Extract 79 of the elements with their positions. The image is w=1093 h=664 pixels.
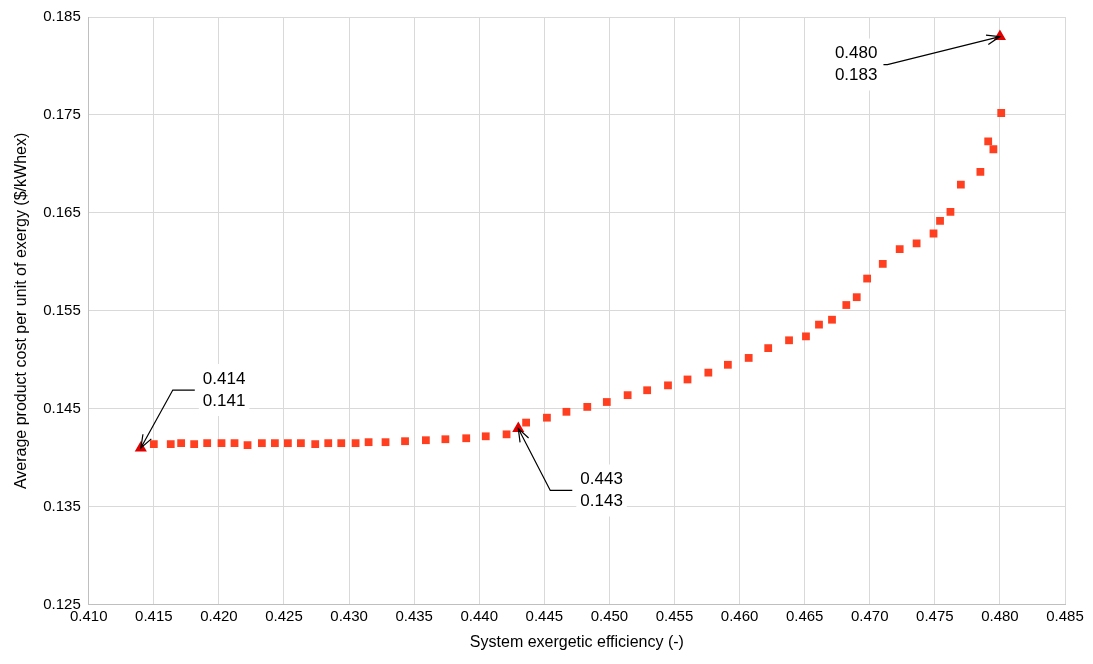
x-tick-label: 0.480 [981,606,1019,624]
point [381,438,390,447]
point [441,435,450,444]
point [583,403,592,411]
annotation: 0.414 0.141 [202,368,246,410]
point [177,439,186,448]
x-tick-label: 0.445 [525,606,564,624]
point [956,180,965,189]
x-tick-label: 0.420 [200,606,238,624]
point [351,439,360,448]
point [166,440,175,449]
point [976,167,985,176]
point [723,360,732,369]
x-tick-label: 0.470 [850,606,889,624]
point [364,438,373,447]
point [984,137,993,146]
point [481,432,490,441]
point [878,259,887,268]
point [243,441,252,449]
point [217,439,226,448]
point [401,437,409,446]
point [852,293,861,302]
point [643,386,652,395]
point [704,368,713,377]
x-axis-title: System exergetic efficiency (-) [469,632,684,650]
point [311,440,320,449]
point [842,301,851,309]
x-tick-label: 0.415 [135,606,173,624]
point [815,320,823,329]
point [912,239,921,248]
point [863,274,872,283]
x-tick-label: 0.475 [916,606,954,624]
point [562,407,571,416]
point [946,208,955,216]
point [462,434,471,443]
y-tick-label: 0.165 [43,203,81,221]
point [230,439,239,448]
y-tick-label: 0.185 [43,7,81,25]
x-tick-label: 0.435 [395,606,433,624]
point [337,439,346,448]
point [802,332,810,341]
point [989,145,998,154]
point [936,216,944,225]
y-tick-label: 0.175 [43,105,81,123]
x-tick-label: 0.485 [1046,606,1084,624]
x-tick-label: 0.425 [265,606,303,624]
y-tick-label: 0.135 [43,496,81,514]
point [623,391,632,400]
point [522,418,530,427]
point [190,440,199,449]
point [284,439,292,448]
annotation: 0.480 0.183 [834,43,878,85]
point [895,245,904,254]
point [421,436,430,445]
x-tick-label: 0.455 [655,606,694,624]
annotation: 0.443 0.143 [580,469,623,511]
point [270,439,279,448]
x-tick-label: 0.460 [720,606,759,624]
x-tick-label: 0.450 [590,606,629,624]
x-tick-label: 0.440 [460,606,499,624]
point [764,344,773,353]
point [543,413,551,422]
point [324,439,333,448]
point [502,430,511,439]
point [602,398,611,406]
x-tick-label: 0.465 [785,606,824,624]
point [297,439,305,448]
x-tick-label: 0.430 [330,606,368,624]
point [785,336,793,345]
y-axis-title: Average product cost per unit of exergy ($/kWhex) [12,132,30,490]
point [257,439,266,448]
point [828,315,836,324]
y-tick-label: 0.155 [43,301,81,319]
point [664,381,672,390]
y-tick-label: 0.145 [43,399,81,417]
point [149,440,158,449]
point [203,439,212,448]
point [744,354,753,362]
point [997,109,1006,117]
